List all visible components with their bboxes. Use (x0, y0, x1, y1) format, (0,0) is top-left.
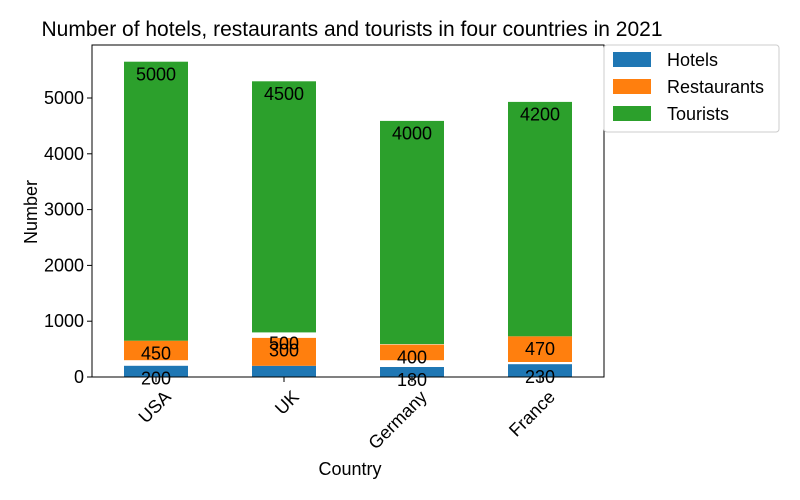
bar-hotels-uk (252, 365, 316, 377)
y-axis: 0 1000 2000 3000 4000 5000 (44, 88, 92, 387)
y-tick-label: 4000 (44, 144, 84, 164)
legend-swatch-tourists (613, 106, 651, 121)
bar-hotels-germany (380, 367, 444, 377)
bar-tourists-germany (380, 120, 444, 345)
bar-restaurants-germany (380, 344, 444, 361)
legend-swatch-hotels (613, 52, 651, 67)
x-tick-label-usa: USA (135, 387, 175, 427)
data-label-restaurants-uk: 300 (269, 341, 299, 361)
data-label-tourists-usa: 5000 (136, 64, 176, 84)
legend-label-hotels: Hotels (667, 50, 718, 70)
x-tick-label-france: France (505, 387, 559, 441)
y-axis-label: Number (21, 180, 41, 244)
x-axis-label: Country (318, 459, 381, 479)
data-label-extra-uk: 500 (269, 334, 299, 354)
x-axis: USA UK Germany France (135, 377, 559, 453)
data-label-restaurants-france: 470 (525, 339, 555, 359)
legend-swatch-restaurants (613, 79, 651, 94)
y-tick-label: 0 (74, 367, 84, 387)
y-tick-label: 1000 (44, 311, 84, 331)
data-label-restaurants-germany: 400 (397, 347, 427, 367)
legend-label-restaurants: Restaurants (667, 77, 764, 97)
bar-restaurants-france (508, 336, 572, 362)
data-label-tourists-germany: 4000 (392, 124, 432, 144)
x-tick-label-uk: UK (271, 387, 303, 419)
y-tick-label: 5000 (44, 88, 84, 108)
plot-frame (91, 44, 605, 378)
data-label-tourists-uk: 4500 (264, 84, 304, 104)
bar-restaurants-uk (252, 337, 316, 366)
bar-restaurants-usa (124, 340, 188, 361)
bar-tourists-usa (124, 61, 188, 341)
y-tick-label: 3000 (44, 200, 84, 220)
legend: Hotels Restaurants Tourists (603, 44, 780, 133)
legend-label-tourists: Tourists (667, 104, 729, 124)
legend-items: Hotels Restaurants Tourists (613, 50, 764, 124)
x-tick-label-germany: Germany (364, 387, 430, 453)
data-label-tourists-france: 4200 (520, 105, 560, 125)
bar-hotels-usa (124, 365, 188, 377)
bar-hotels-france (508, 364, 572, 377)
chart-title: Number of hotels, restaurants and touris… (42, 18, 663, 41)
data-label-restaurants-usa: 450 (141, 343, 171, 363)
bars-layer (124, 61, 572, 377)
bar-tourists-uk (252, 81, 316, 333)
y-tick-label: 2000 (44, 255, 84, 275)
bar-tourists-france (508, 101, 572, 337)
